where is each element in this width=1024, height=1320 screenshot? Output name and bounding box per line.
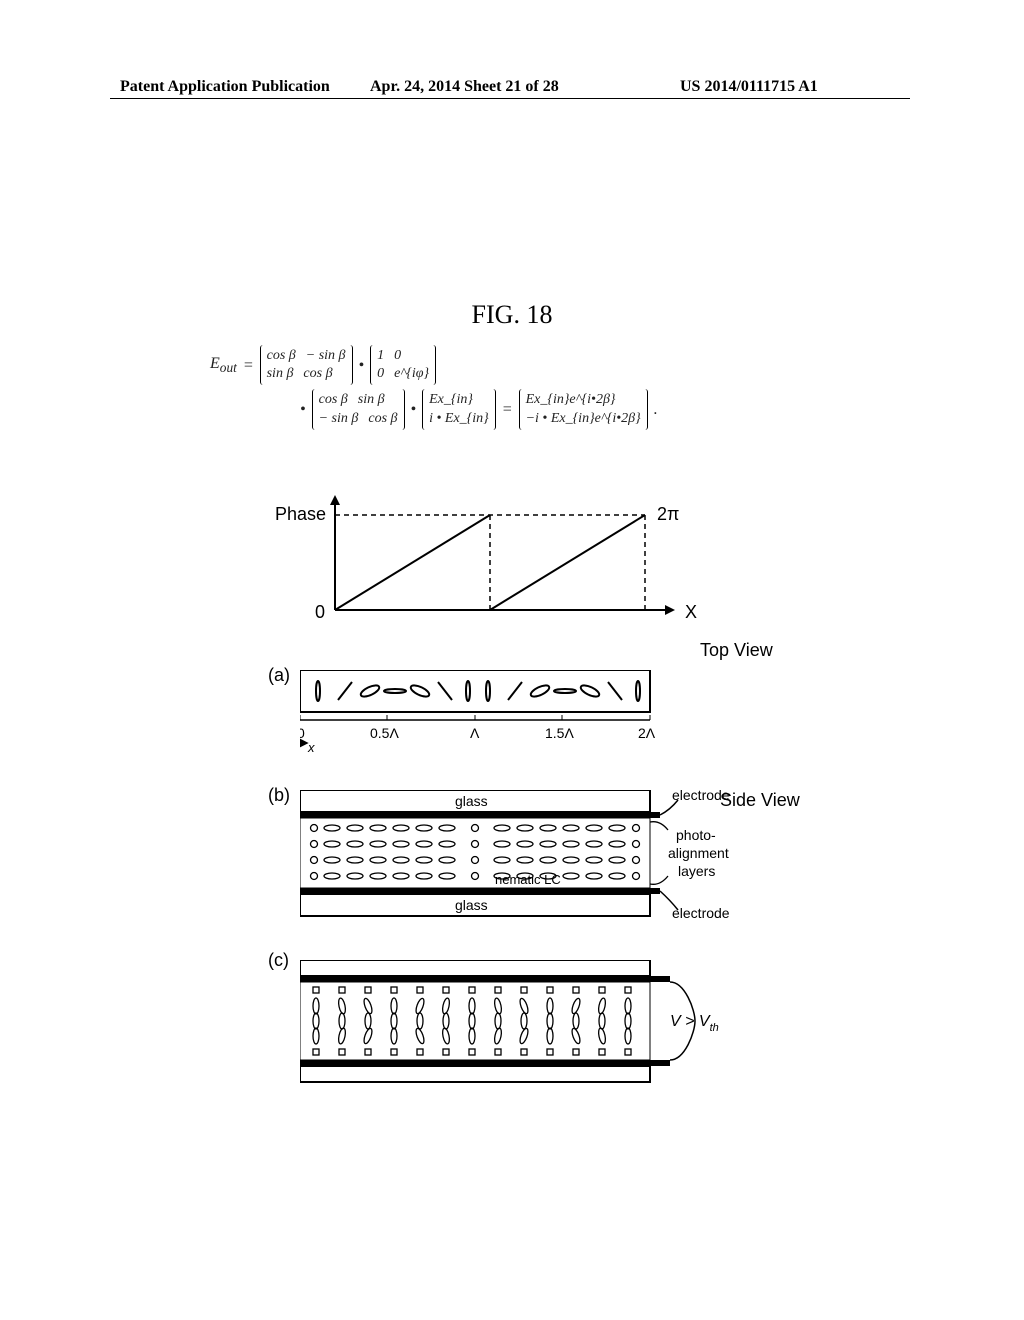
subfig-label-c: (c)	[268, 950, 289, 971]
alignment-label: alignment	[668, 845, 729, 861]
equation-line-1: Eout = cos β− sin β sin βcos β • 10 0e^{…	[210, 345, 658, 385]
matrix-4: Ex_{in} i • Ex_{in}	[422, 389, 496, 429]
top-view-label: Top View	[700, 640, 773, 661]
header-right: US 2014/0111715 A1	[680, 78, 818, 96]
matrix-3: cos βsin β − sin βcos β	[312, 389, 405, 429]
equation-block: Eout = cos β− sin β sin βcos β • 10 0e^{…	[210, 345, 658, 430]
xtick-0: 0	[300, 725, 305, 741]
electrode-top: electrode	[672, 790, 730, 803]
top-glass: glass	[455, 793, 488, 809]
eq-equals: =	[243, 356, 254, 375]
voltage-diagram: V > Vth	[300, 960, 740, 1110]
subfig-label-b: (b)	[268, 785, 290, 806]
figure-title: FIG. 18	[0, 300, 1024, 330]
matrix-1: cos β− sin β sin βcos β	[260, 345, 353, 385]
subfig-label-a: (a)	[268, 665, 290, 686]
electrode-bottom: electrode	[672, 905, 730, 921]
phase-ylabel: Phase	[275, 504, 326, 524]
xtick-4: 2Λ	[638, 725, 656, 741]
xtick-2: Λ	[470, 725, 480, 741]
layers-label: layers	[678, 863, 715, 879]
xtick-3: 1.5Λ	[545, 725, 574, 741]
eq-period: .	[654, 400, 658, 419]
header-mid: Apr. 24, 2014 Sheet 21 of 28	[370, 78, 559, 96]
eq-dot-2: •	[300, 400, 306, 419]
eq-dot-3: •	[411, 400, 417, 419]
phase-graph: Phase 2π 0 X	[275, 490, 715, 645]
eq-lhs: Eout	[210, 354, 237, 376]
nematic-label: nematic LC	[495, 872, 561, 887]
equation-line-2: • cos βsin β − sin βcos β • Ex_{in} i • …	[300, 389, 658, 429]
topview-diagram: 0 0.5Λ Λ 1.5Λ 2Λ y x z	[300, 670, 720, 785]
header-rule	[110, 98, 910, 99]
header-left: Patent Application Publication	[120, 78, 330, 96]
sideview-diagram: glass electrode nematic LC glass electro…	[300, 790, 760, 950]
eq-dot-1: •	[359, 356, 365, 375]
eq-equals-2: =	[502, 400, 513, 419]
phase-xlabel: X	[685, 602, 697, 622]
matrix-2: 10 0e^{iφ}	[370, 345, 436, 385]
bottom-glass: glass	[455, 897, 488, 913]
phase-ymin: 0	[315, 602, 325, 622]
photo-label: photo-	[676, 827, 716, 843]
phase-ymax: 2π	[657, 504, 679, 524]
matrix-5: Ex_{in}e^{i•2β} −i • Ex_{in}e^{i•2β}	[519, 389, 648, 429]
axis-x: x	[307, 740, 315, 755]
xtick-1: 0.5Λ	[370, 725, 399, 741]
